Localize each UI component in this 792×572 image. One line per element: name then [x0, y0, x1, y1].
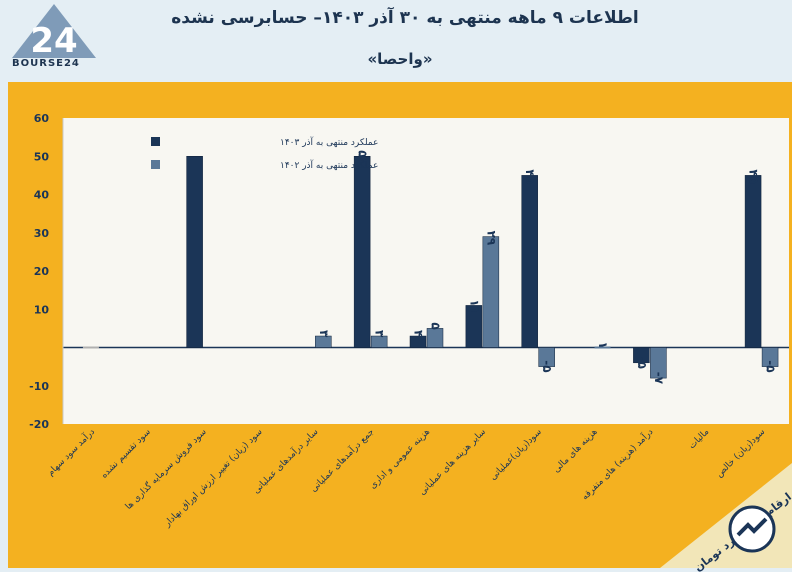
bar-s2-9: [594, 346, 611, 349]
bar-s2-12: [761, 347, 779, 367]
bar-chart: 60 50 40 30 20 10 -10 -20 ۵۰ ۴ ۱۱ ۴۵ -۵ ۴۵ ۳ ۳ ۵ ۲۹ -۵ ۱ -۷…: [29, 112, 789, 530]
logo-text: BOURSE24: [12, 58, 80, 69]
bar-s1-5: [353, 156, 371, 348]
y-tick-label: 40: [34, 189, 50, 202]
plot-area: [63, 118, 789, 424]
bar-s1-7: [465, 305, 483, 348]
page-subtitle: «واحصا»: [367, 50, 433, 68]
logo-triangle: [12, 4, 96, 58]
data-label-s2-7: ۲۹: [484, 231, 498, 246]
bar-s2-4: [315, 335, 332, 348]
data-label-s2-5: ۳: [373, 330, 387, 338]
bourse24-logo: 24: [12, 4, 96, 61]
footer-corner: ارقام به میلیارد تومان: [660, 463, 792, 572]
legend-label-2: عملکرد منتهی به آذر ۱۴۰۲: [280, 159, 378, 171]
x-tick-label-9: هزینه های مالی: [552, 427, 600, 475]
logo-mark: 24: [30, 21, 77, 61]
x-tick-label-1: سود تقسیم نشده: [99, 427, 153, 481]
y-tick-label: 30: [34, 227, 50, 240]
x-tick-label-6: هزینه عمومی و اداری: [368, 427, 432, 491]
legend-label-1: عملکرد منتهی به آذر ۱۴۰۳: [280, 136, 378, 148]
bar-s2-10: [650, 347, 667, 379]
y-tick-label: 60: [34, 112, 50, 125]
bar-s2-6: [426, 328, 444, 348]
data-label-s1-12: ۴۵: [747, 169, 761, 184]
y-tick-label: 20: [34, 265, 50, 278]
data-label-s1-6: ۴: [412, 330, 426, 337]
data-label-s2-4: ۳: [317, 330, 331, 338]
chart-panel: 60 50 40 30 20 10 -10 -20 ۵۰ ۴ ۱۱ ۴۵ -۵ ۴۵ ۳ ۳ ۵ ۲۹ -۵ ۱ -۷…: [8, 82, 792, 568]
data-label-s2-6: ۵: [429, 322, 443, 329]
y-tick-label: -10: [29, 380, 49, 393]
x-tick-label-0: درآمد سود سهام: [44, 426, 97, 479]
x-tick-label-8: سود(زیان)عملیاتی: [488, 427, 543, 482]
bar-s1-6: [409, 335, 427, 348]
y-tick-label: 50: [34, 150, 50, 163]
bar-s1-10: [633, 347, 650, 364]
bar-s1-8: [521, 175, 538, 348]
data-label-s2-12: -۵: [764, 360, 778, 372]
data-label-s1-10: -۵: [635, 356, 649, 368]
legend-swatch-1: [151, 137, 160, 146]
bar-s2-5: [370, 335, 388, 348]
data-label-s1-5: ۵۰: [356, 150, 370, 165]
y-tick-label: -20: [29, 418, 49, 431]
x-tick-label-11: مالیات: [687, 427, 711, 451]
data-label-s2-8: -۵: [540, 360, 554, 372]
data-label-s1-7: ۱۱: [467, 299, 481, 314]
bar-s1-2: [186, 156, 203, 348]
header: 24 BOURSE24 اطلاعات ۹ ماهه منتهی به ۳۰ آ…: [0, 0, 792, 82]
trend-icon: [736, 517, 768, 537]
bar-s2-8: [538, 347, 555, 367]
page-title: اطلاعات ۹ ماهه منتهی به ۳۰ آذر ۱۴۰۳– حسا…: [171, 8, 639, 28]
bar-s2-7: [482, 236, 500, 348]
bar-s1-12: [744, 175, 762, 348]
y-tick-label: 10: [34, 303, 50, 316]
data-label-s2-9: ۱: [596, 342, 610, 349]
x-tick-label-3: سود (زیان) تغییر ارزش اوراق بهادار: [162, 427, 265, 530]
data-label-s2-10: -۷: [652, 372, 666, 385]
data-label-s1-8: ۴۵: [523, 169, 537, 184]
legend-swatch-2: [151, 160, 160, 169]
